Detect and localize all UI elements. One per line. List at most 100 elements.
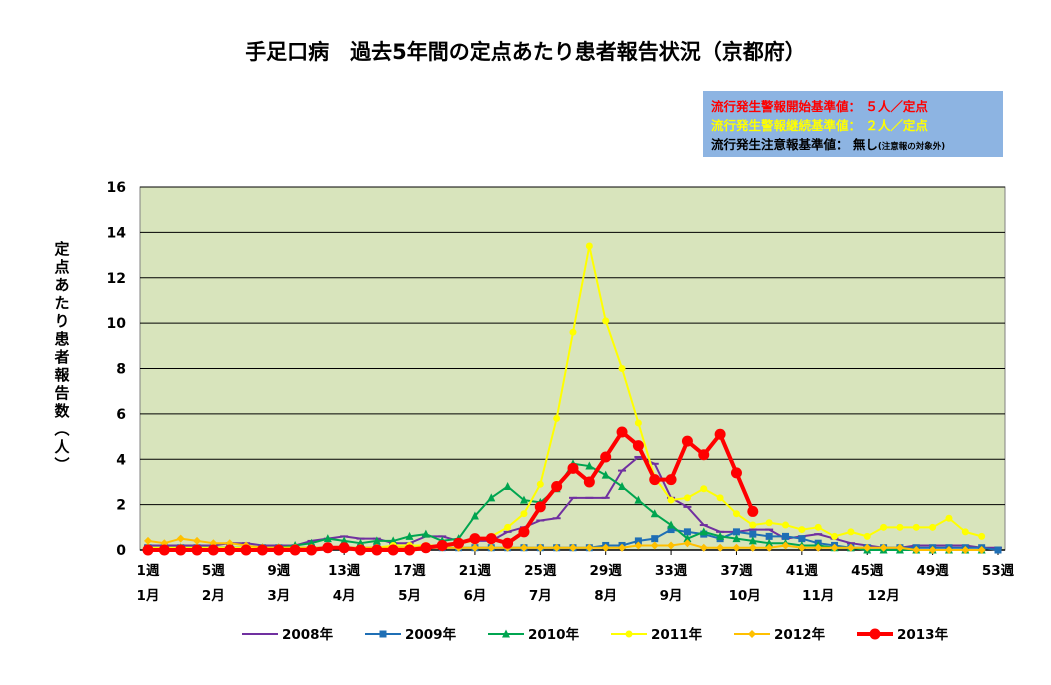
threshold-legend-box: 流行発生警報開始基準値： ５人／定点 流行発生警報継続基準値： ２人／定点 流行… [703,91,1003,157]
x-month-label: 7月 [529,588,552,604]
data-point [634,495,643,504]
x-month-label: 11月 [802,588,834,604]
y-axis-label-char: 点 [54,258,70,276]
data-point [625,630,633,638]
series-line [147,537,982,551]
data-point [601,470,610,479]
data-point [372,536,381,545]
x-month-label: 1月 [137,588,160,604]
y-axis-label-char: ︵ [54,420,70,438]
data-point [519,495,528,504]
data-point [765,519,773,527]
data-point [748,630,756,638]
data-point [453,537,465,549]
data-point [650,509,659,518]
data-point [716,494,724,502]
y-tick-label: 4 [116,452,126,468]
data-point [602,317,610,325]
data-point [340,536,349,545]
data-point [869,628,881,640]
data-point [585,242,593,250]
x-month-label: 9月 [660,588,683,604]
data-point [977,546,986,554]
data-point [144,536,152,545]
data-point [797,543,806,552]
data-point [814,543,823,552]
data-point [191,544,203,556]
data-point [994,546,1002,554]
data-point [616,426,628,438]
data-point [338,542,350,554]
data-point [552,543,561,552]
data-point [502,537,514,549]
data-point [256,544,268,556]
data-point [405,531,414,540]
y-axis-label-char: ︶ [54,456,70,474]
data-point [700,485,708,493]
data-point [961,528,969,536]
data-point [667,520,676,529]
data-point [730,467,742,479]
data-point [485,533,497,545]
data-point [912,546,921,554]
x-week-label: 53週 [982,563,1015,579]
data-point [487,493,496,502]
data-point [487,543,496,552]
data-point [289,544,301,556]
y-axis-label-char: 定 [54,240,70,258]
data-point [520,510,528,518]
alarm-start-threshold: 流行発生警報開始基準値： ５人／定点 [711,97,995,116]
legend-entry: 2012年 [734,626,826,643]
x-week-label: 9週 [267,563,290,579]
data-point [781,541,790,550]
x-week-label: 37週 [720,563,753,579]
x-month-label: 8月 [594,588,617,604]
data-point [175,544,187,556]
data-point [618,543,627,552]
legend-entry: 2009年 [365,626,457,643]
data-point [569,328,577,336]
data-point [534,501,546,513]
legend-label: 2010年 [528,626,580,643]
x-week-label: 21週 [459,563,492,579]
data-point [863,543,872,552]
data-point [667,496,675,504]
alarm-continue-threshold: 流行発生警報継続基準値： ２人／定点 [711,116,995,135]
data-point [716,543,725,552]
data-point [749,521,757,529]
x-week-label: 1週 [137,563,160,579]
data-point [569,543,577,552]
x-week-label: 45週 [851,563,884,579]
data-point [765,532,773,540]
data-point [912,523,920,531]
data-point [782,532,789,540]
data-point [683,528,691,536]
y-tick-label: 6 [116,407,126,423]
data-point [895,543,904,552]
x-month-label: 3月 [267,588,290,604]
threshold-label: 流行発生警報継続基準値： [711,118,862,133]
data-point [322,542,334,554]
y-axis-label-char: り [54,312,70,330]
y-tick-label: 16 [107,180,126,196]
y-axis-label-char: た [54,294,70,312]
threshold-value: 無し [852,137,878,152]
data-point [665,474,677,486]
data-point [765,543,774,552]
data-point [929,523,937,531]
advisory-threshold: 流行発生注意報基準値： 無し(注意報の対象外) [711,135,995,157]
data-point [846,543,855,552]
data-point [847,528,855,536]
legend-entry: 2008年 [242,626,334,643]
data-point [240,544,252,556]
data-point [667,541,676,550]
data-point [536,480,544,488]
data-point [928,546,937,554]
legend-label: 2011年 [651,626,703,643]
threshold-value: ２人／定点 [865,118,928,133]
threshold-value: ５人／定点 [865,99,928,114]
x-week-label: 13週 [328,563,361,579]
x-week-label: 17週 [393,563,426,579]
y-tick-label: 12 [107,271,126,287]
data-point [567,462,579,474]
